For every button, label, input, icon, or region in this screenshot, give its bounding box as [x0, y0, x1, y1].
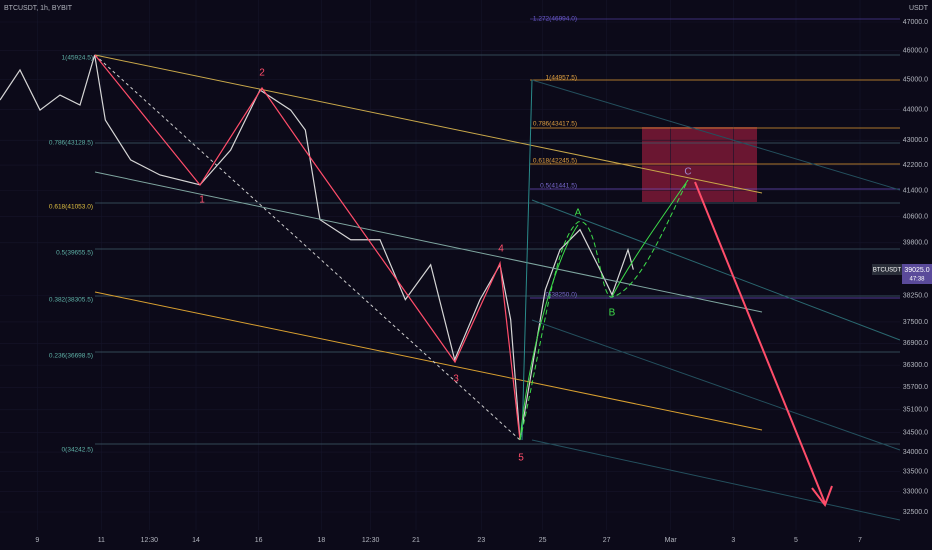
y-tick-label: 38250.0	[903, 292, 928, 299]
fib-label: 0.5(41441.5)	[540, 183, 577, 190]
y-tick-label: 35700.0	[903, 384, 928, 391]
y-tick-label: 37500.0	[903, 319, 928, 326]
x-tick-label: 12:30	[141, 537, 159, 544]
x-tick-label: 18	[317, 537, 325, 544]
x-tick-label: 3	[731, 537, 735, 544]
y-tick-label: 44000.0	[903, 106, 928, 113]
fib-label: 0.236(36698.5)	[49, 353, 93, 360]
wave-label: 3	[453, 374, 459, 385]
fib-lines	[95, 18, 900, 445]
y-tick-label: 40600.0	[903, 213, 928, 220]
fib-label: 1(45924.5)	[62, 55, 93, 62]
time-axis	[0, 530, 932, 550]
drawings	[94, 54, 901, 521]
x-tick-label: 14	[192, 537, 200, 544]
currency: USDT	[909, 5, 929, 12]
x-tick-label: 16	[255, 537, 263, 544]
symbol-tag-label: BTCUSDT	[873, 268, 902, 274]
x-tick-label: 23	[477, 537, 485, 544]
x-tick-label: 21	[412, 537, 420, 544]
fib-label: 0.786(43417.5)	[533, 121, 577, 128]
y-tick-label: 46000.0	[903, 47, 928, 54]
x-tick-label: 5	[794, 537, 798, 544]
y-tick-label: 33000.0	[903, 489, 928, 496]
wave-label: 4	[498, 244, 504, 255]
fib-label: 0.786(43128.5)	[49, 140, 93, 147]
fib-label: 1(44957.5)	[546, 75, 577, 82]
y-tick-label: 47000.0	[903, 19, 928, 26]
x-tick-label: 25	[539, 537, 547, 544]
price-tag-label: 39025.0	[904, 267, 929, 274]
symbol-tag	[872, 264, 902, 275]
y-tick-label: 32500.0	[903, 509, 928, 516]
y-tick-label: 35100.0	[903, 407, 928, 414]
x-tick-label: 11	[98, 537, 105, 544]
x-tick-label: 12:30	[362, 537, 380, 544]
wave-label: B	[609, 308, 616, 319]
wave-label: 5	[518, 453, 524, 464]
fib-label: 0.618(42245.5)	[533, 158, 577, 165]
x-tick-label: 27	[603, 537, 611, 544]
y-tick-label: 36900.0	[903, 340, 928, 347]
x-tick-label: 7	[858, 537, 862, 544]
y-tick-label: 34000.0	[903, 449, 928, 456]
wave-label: A	[575, 208, 582, 219]
y-tick-label: 43000.0	[903, 137, 928, 144]
wave-label: C	[684, 167, 691, 178]
fib-label: 0.5(39655.5)	[56, 250, 93, 257]
fib-label: 1.272(46994.0)	[533, 16, 577, 23]
fib-label: 0(38250.0)	[546, 292, 577, 299]
y-tick-label: 42200.0	[903, 162, 928, 169]
y-tick-label: 41400.0	[903, 187, 928, 194]
wave-label: 1	[199, 195, 205, 206]
y-tick-label: 34500.0	[903, 430, 928, 437]
fib-label: 0(34242.5)	[62, 447, 93, 454]
y-tick-label: 45000.0	[903, 77, 928, 84]
price-line	[0, 54, 634, 440]
y-tick-label: 33500.0	[903, 469, 928, 476]
y-tick-label: 39800.0	[903, 240, 928, 247]
fib-label: 0.618(41053.0)	[49, 204, 93, 211]
wave-label: 2	[259, 68, 265, 79]
x-tick-label: 9	[35, 537, 39, 544]
price-tag	[902, 264, 932, 284]
x-tick-label: Mar	[665, 537, 678, 544]
y-tick-label: 36300.0	[903, 362, 928, 369]
symbol-header: BTCUSDT, 1h, BYBIT	[4, 5, 73, 12]
target-zone	[642, 127, 757, 202]
countdown: 47:38	[909, 277, 925, 283]
fib-label: 0.382(38305.5)	[49, 297, 93, 304]
